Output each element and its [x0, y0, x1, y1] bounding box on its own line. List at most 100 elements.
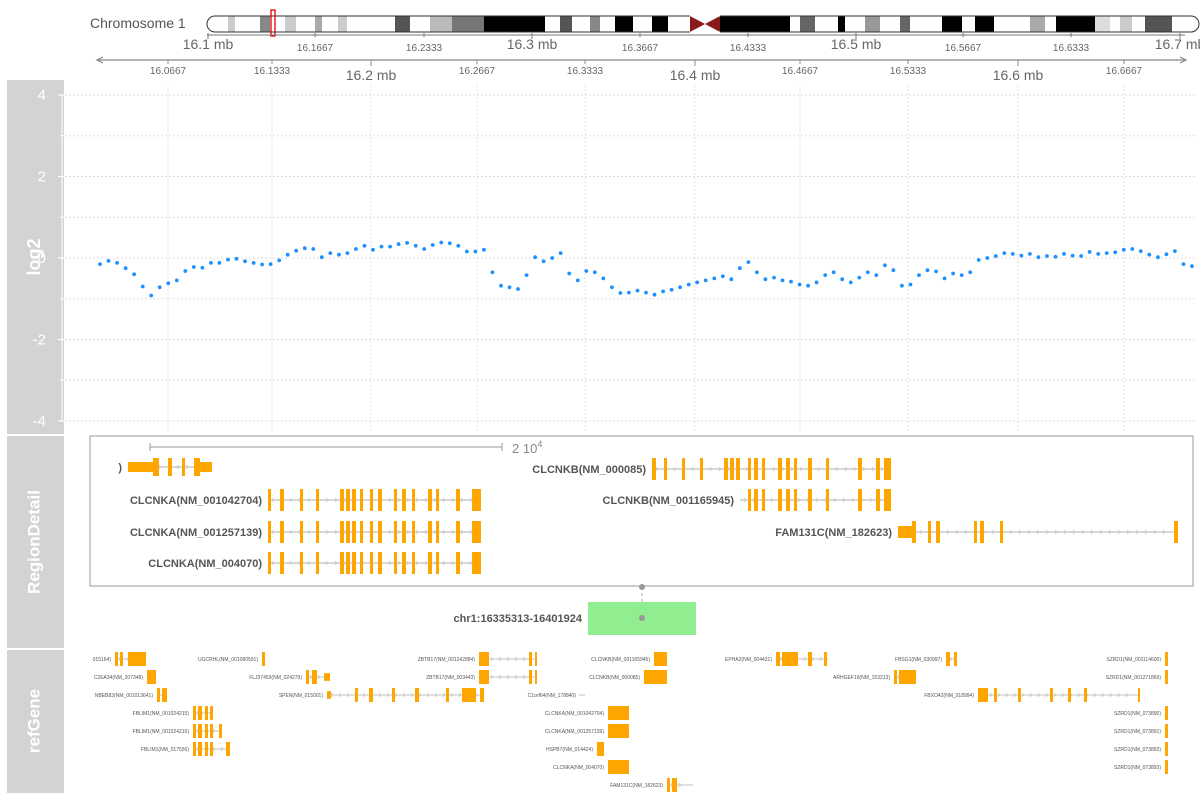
data-point: [934, 269, 938, 274]
data-point: [439, 240, 444, 245]
axis-major-tick-label: 16.4 mb: [670, 67, 721, 83]
gene-model: FBLIM1(NM_017556): [141, 742, 230, 756]
data-point: [823, 273, 828, 277]
data-point: [755, 270, 759, 275]
data-point: [1113, 250, 1118, 255]
gene-model: FLJ37453(NM_024279): [249, 670, 330, 684]
gene-label: CLCNKB(NM_000085): [532, 464, 646, 476]
gene-model: CLCNKB(NM_001165945): [591, 652, 667, 666]
data-point: [123, 266, 128, 271]
data-point: [584, 269, 589, 273]
gene-model: CLCNKA(NM_001042704): [545, 706, 629, 720]
gene-label: CLCNKA(NM_001042704): [545, 711, 605, 717]
gene-label: C1orf64(NM_178840): [528, 693, 577, 699]
data-point: [1130, 247, 1135, 251]
data-point: [618, 291, 623, 295]
data-point: [942, 276, 947, 281]
data-point: [1156, 255, 1160, 260]
data-point: [524, 273, 529, 277]
data-point: [328, 251, 333, 256]
refgene-gene-models: 015164) C2EA34(NM_207348) NBEB83(NM_001013…: [93, 652, 1168, 792]
gene-label: CLCNKB(NM_001165945): [591, 657, 650, 663]
gene-label: FBLIM1(NM_001024216): [133, 729, 190, 735]
gene-label: ): [118, 462, 122, 474]
gene-model: FBXO42(NM_018994): [924, 688, 1140, 702]
data-point: [140, 284, 145, 289]
data-point: [558, 251, 563, 256]
data-point: [345, 251, 350, 256]
gene-model: C1orf64(NM_178840): [528, 693, 585, 699]
ideogram-tick-label: 16.5667: [945, 43, 982, 54]
refgene-track-title: refGene: [24, 689, 43, 753]
data-point: [226, 257, 230, 262]
data-point: [1079, 254, 1083, 258]
data-point: [763, 277, 768, 282]
data-point: [610, 285, 614, 290]
gene-label: HSPB7(NM_014424): [546, 747, 593, 753]
data-point: [243, 259, 247, 264]
data-point: [925, 268, 930, 273]
data-point: [217, 261, 222, 265]
gene-model: SZRD1(NM_001271869): [1106, 670, 1168, 684]
data-point: [831, 270, 836, 275]
scale-bar-label: 2 104: [512, 439, 542, 456]
gene-model: CLCNKA(NM_001042704): [130, 489, 481, 511]
data-point: [985, 256, 990, 260]
gene-model: CLCNKA(NM_004070): [553, 760, 629, 774]
data-point: [814, 280, 819, 285]
data-point: [285, 252, 290, 257]
data-point: [106, 259, 111, 263]
gene-model: SZRD1(NM_073891): [1114, 724, 1168, 738]
data-point: [993, 254, 998, 258]
data-point: [234, 256, 239, 261]
data-point: [1121, 247, 1126, 252]
log2-y-axis: 4 2 0 -2 -4: [33, 87, 64, 430]
y-tick-label: -4: [33, 413, 46, 430]
gene-model: FAM131C(NM_182623): [610, 778, 693, 792]
gene-model: FBSG1(NM_030997): [895, 652, 957, 666]
data-point: [737, 266, 742, 271]
data-point: [1173, 249, 1177, 254]
gene-label: FBXO42(NM_018994): [924, 693, 974, 699]
region-detail-gene-models: ) CLCNKA(NM_001042704) CLCNKA(NM_001257139…: [118, 458, 1178, 574]
data-point: [1147, 252, 1152, 257]
data-point: [422, 247, 427, 251]
ideogram-tick-label: 16.6333: [1053, 43, 1090, 54]
gene-label: FLJ37453(NM_024279): [249, 675, 302, 681]
gene-label: CLCNKA(NM_004070): [148, 558, 262, 570]
data-point: [319, 255, 324, 260]
gene-label: CLCNKA(NM_001257139): [130, 527, 262, 539]
data-point: [1053, 254, 1058, 259]
gene-label: CLCNKA(NM_001257139): [545, 729, 605, 735]
axis-minor-tick-label: 16.0667: [150, 66, 187, 77]
regiondetail-track-title: RegionDetail: [24, 490, 43, 594]
gene-label: SZRD1(NM_073893): [1114, 765, 1161, 771]
gene-model: SPEN(NM_015001): [279, 688, 484, 702]
gene-model: SZRD1(NM_001114600): [1106, 652, 1168, 666]
gene-model: FAM131C(NM_182623): [775, 521, 1178, 543]
data-point: [294, 248, 299, 253]
gene-label: FBLIM1(NM_001024215): [133, 711, 190, 717]
gene-label: CLCNKB(NM_000085): [589, 675, 640, 681]
gene-label: FAM131C(NM_182623): [775, 527, 892, 539]
axis-minor-tick-label: 16.6667: [1106, 66, 1143, 77]
data-point: [405, 241, 409, 245]
gene-label: ARHGEF19(NM_153213): [833, 675, 890, 681]
data-point: [396, 242, 401, 247]
data-point: [891, 268, 896, 273]
data-point: [627, 290, 631, 295]
data-point: [567, 271, 572, 276]
ideogram-tick-label: 16.5 mb: [831, 36, 882, 52]
data-point: [883, 263, 887, 268]
gene-model: NBEB83(NM_001013641): [95, 688, 167, 702]
log2-track-title-panel: [7, 80, 64, 434]
data-point: [533, 255, 537, 260]
data-point: [575, 278, 580, 283]
data-point: [900, 283, 904, 288]
data-point: [490, 270, 495, 275]
gene-model: C2EA34(NM_207348): [94, 670, 156, 684]
y-tick-label: 4: [38, 87, 46, 104]
data-point: [1045, 254, 1049, 258]
data-point: [746, 260, 751, 264]
gene-label: SZRD1(NM_073892): [1114, 747, 1161, 753]
